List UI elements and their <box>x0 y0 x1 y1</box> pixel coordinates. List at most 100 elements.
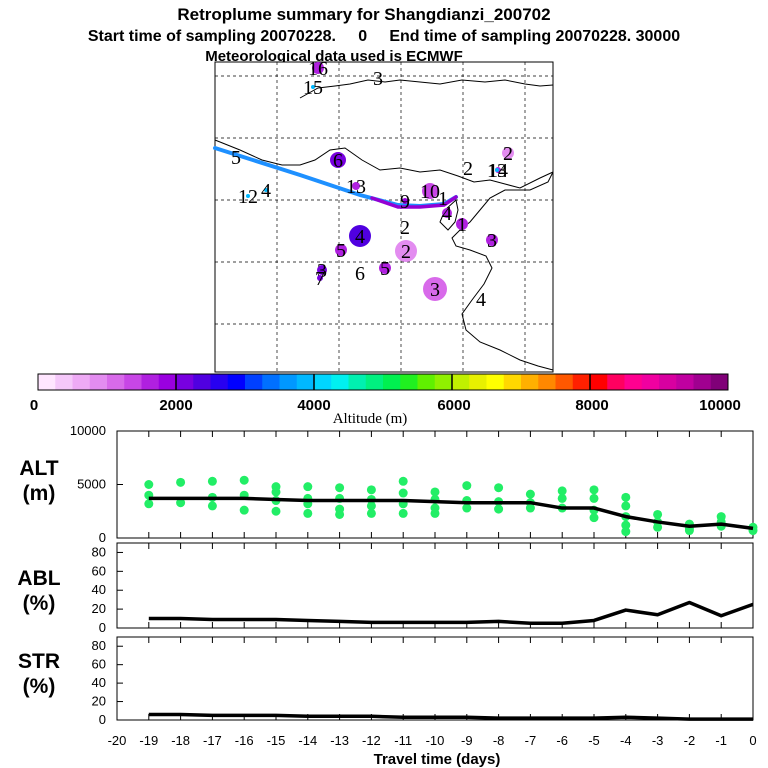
panel-abl: ABL(%) 80 60 40 20 0 <box>17 542 754 635</box>
marker-label: 3 <box>317 260 327 282</box>
colorbar-cell <box>693 374 712 390</box>
particle-altitude-point <box>621 492 631 502</box>
colorbar-cell <box>572 374 591 390</box>
map-marker: 1 <box>456 214 468 236</box>
marker-label: 5 <box>336 240 346 262</box>
marker-label: 5 <box>231 147 241 169</box>
particle-altitude-point <box>207 501 217 511</box>
colorbar-cell <box>590 374 608 390</box>
marker-dot <box>402 198 408 204</box>
particle-altitude-point <box>335 483 345 493</box>
particle-altitude-point <box>176 477 186 487</box>
y-tick-label: 0 <box>99 712 106 727</box>
marker-label: 2 <box>400 217 410 239</box>
y-tick-label: 0 <box>99 620 106 635</box>
marker-dot <box>495 168 499 172</box>
particle-altitude-point <box>239 475 249 485</box>
marker-dot <box>442 208 452 218</box>
colorbar-cell <box>245 374 263 390</box>
colorbar-cell <box>210 374 229 390</box>
marker-label: 3 <box>373 68 383 90</box>
colorbar-cell <box>659 374 677 390</box>
marker-label: 6 <box>355 263 365 285</box>
map-marker: 5 <box>335 240 347 262</box>
particle-altitude-point <box>366 508 376 518</box>
colorbar-cell <box>38 374 56 390</box>
marker-dot <box>423 277 447 301</box>
panel-label-name: ABL <box>17 567 60 590</box>
x-tick-label: -19 <box>139 733 158 748</box>
northern-border <box>299 79 554 99</box>
colorbar-cell <box>124 374 142 390</box>
colorbar-cell <box>624 374 643 390</box>
map-marker: 4 <box>261 180 271 202</box>
colorbar-cell <box>193 374 211 390</box>
colorbar-title: Altitude (m) <box>333 411 408 427</box>
map-marker: 3 <box>373 68 383 90</box>
colorbar-cell <box>486 374 505 390</box>
y-tick-label: 5000 <box>77 477 106 492</box>
x-tick-label: -9 <box>461 733 473 748</box>
map-marker: 9 <box>400 191 410 213</box>
y-tick-label: 60 <box>92 563 106 578</box>
marker-dot <box>317 265 327 275</box>
particle-altitude-point <box>398 508 408 518</box>
particle-altitude-point <box>621 501 631 511</box>
colorbar-cell <box>262 374 280 390</box>
colorbar-cell <box>314 374 332 390</box>
marker-label: 1 <box>457 214 467 236</box>
marker-label: 16 <box>308 58 328 80</box>
map-marker: 3 <box>317 260 327 282</box>
x-tick-label: -6 <box>556 733 568 748</box>
panel-label-name: STR <box>18 650 60 673</box>
map-marker: 3 <box>423 277 447 301</box>
x-tick-label: -1 <box>715 733 727 748</box>
x-axis-title: Travel time (days) <box>374 751 501 768</box>
trajectory-near-segment <box>370 195 458 209</box>
x-tick-label: 0 <box>749 733 756 748</box>
colorbar-cell <box>365 374 384 390</box>
y-tick-label: 10000 <box>70 423 106 438</box>
map-marker: 2 <box>502 143 514 165</box>
particle-altitude-point <box>621 527 631 537</box>
particle-altitude-point <box>430 508 440 518</box>
series-line-alt <box>148 496 754 531</box>
colorbar-cell <box>469 374 487 390</box>
x-tick-label: -15 <box>267 733 286 748</box>
colorbar-label: 6000 <box>437 397 470 414</box>
time-series-panels: ALT(m)1000050000ABL(%)806040200STR(%)806… <box>17 423 758 748</box>
marker-dot <box>456 218 468 230</box>
marker-dot <box>379 262 391 274</box>
series-line-str <box>148 712 753 721</box>
marker-label: 3 <box>487 230 497 252</box>
particle-altitude-point <box>589 493 599 503</box>
marker-label: 6 <box>333 150 343 172</box>
marker-label: 4 <box>476 289 486 311</box>
marker-label: 10 <box>420 181 440 203</box>
x-tick-label: -18 <box>171 733 190 748</box>
colorbar-cell <box>279 374 298 390</box>
map-marker: 5 <box>379 258 391 280</box>
particle-altitude-point <box>462 481 472 491</box>
colorbar-cell <box>176 374 194 390</box>
sampling-times: Start time of sampling 20070228. 0 End t… <box>88 28 680 45</box>
colorbar-cell <box>710 374 729 390</box>
particle-altitude-point <box>589 485 599 495</box>
met-data-note: Meteorological data used is ECMWF <box>205 48 463 65</box>
particle-altitude-point <box>557 486 567 496</box>
y-tick-label: 20 <box>92 601 106 616</box>
x-tick-label: -10 <box>426 733 445 748</box>
colorbar-cell <box>227 374 246 390</box>
marker-label: 1 <box>438 188 448 210</box>
particle-altitude-point <box>398 476 408 486</box>
marker-dot <box>395 240 417 262</box>
x-tick-label: -4 <box>620 733 632 748</box>
map-marker: 16 <box>308 58 328 80</box>
x-tick-label: -13 <box>330 733 349 748</box>
colorbar-cell <box>538 374 556 390</box>
marker-label: 4 <box>442 203 452 225</box>
marker-label: 2 <box>503 143 513 165</box>
x-tick-label: -20 <box>108 733 127 748</box>
map-marker: 7 <box>315 268 325 290</box>
